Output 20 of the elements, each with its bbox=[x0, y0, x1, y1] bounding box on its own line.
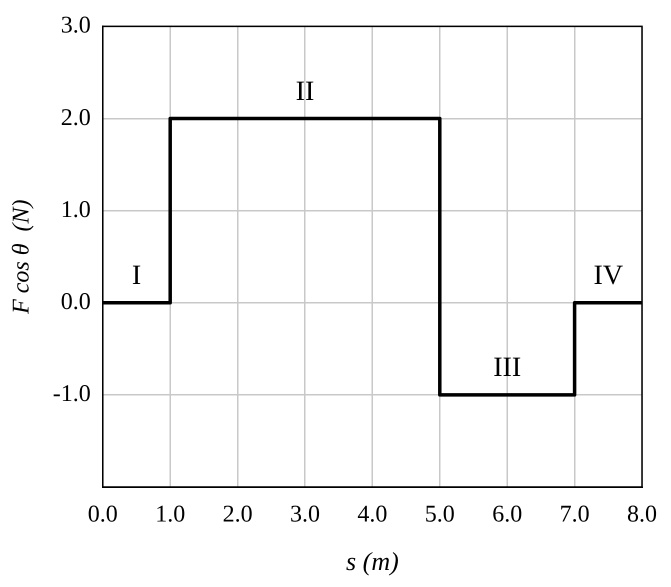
y-tick-label: 1.0 bbox=[60, 196, 91, 223]
x-tick-label: 7.0 bbox=[560, 502, 590, 528]
x-tick-label: 2.0 bbox=[222, 502, 253, 528]
annotation: III bbox=[493, 352, 522, 384]
y-tick-label: 0.0 bbox=[60, 289, 91, 316]
y-tick-label: 2.0 bbox=[60, 104, 91, 131]
x-tick-label: 5.0 bbox=[424, 502, 455, 528]
x-tick-label: 4.0 bbox=[357, 502, 388, 528]
x-tick-label: 1.0 bbox=[155, 502, 186, 528]
x-tick-label: 3.0 bbox=[290, 502, 320, 528]
annotation: IV bbox=[594, 260, 624, 292]
annotation: II bbox=[296, 76, 314, 107]
y-tick-label: 3.0 bbox=[60, 12, 91, 39]
x-tick-label: 6.0 bbox=[492, 502, 522, 528]
annotation: I bbox=[132, 260, 142, 292]
y-axis-title: F cos θ (N) bbox=[8, 199, 35, 315]
x-tick-label: 8.0 bbox=[627, 502, 657, 528]
y-tick-label: -1.0 bbox=[52, 381, 91, 408]
x-tick-label: 0.0 bbox=[88, 502, 118, 528]
x-axis-title: s (m) bbox=[346, 547, 399, 576]
